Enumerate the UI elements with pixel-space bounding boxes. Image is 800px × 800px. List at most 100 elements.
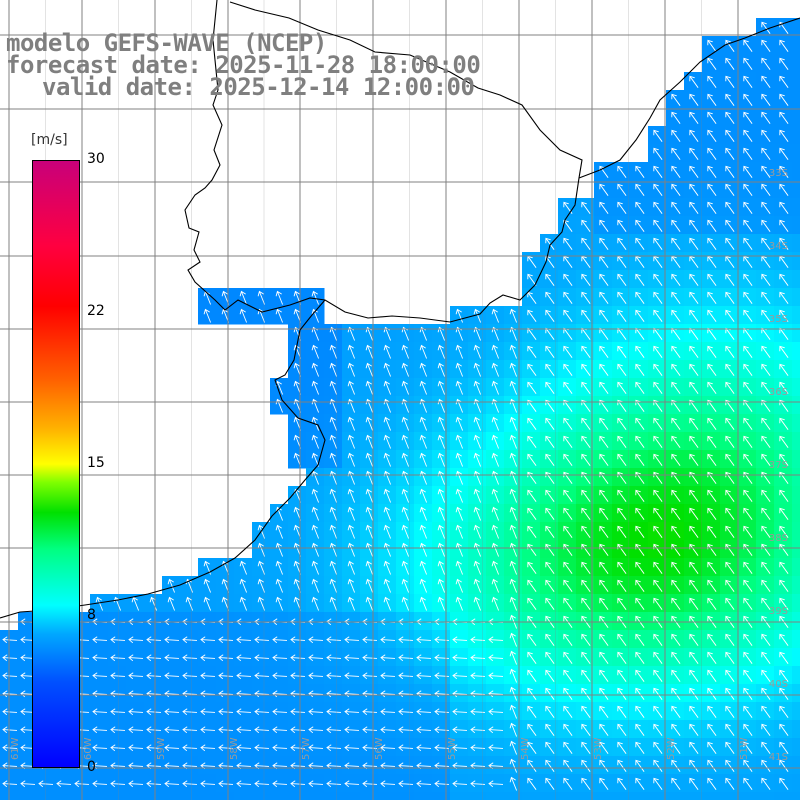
wind-speed-cell xyxy=(198,756,217,775)
wind-arrow xyxy=(311,560,320,575)
wind-arrow xyxy=(617,651,627,664)
wind-speed-cell xyxy=(792,216,800,235)
wind-arrow xyxy=(635,147,645,160)
wind-arrow xyxy=(308,636,324,644)
wind-arrow xyxy=(563,363,573,376)
wind-speed-cell xyxy=(324,720,343,739)
wind-speed-cell xyxy=(126,756,145,775)
wind-speed-cell xyxy=(792,720,800,739)
wind-arrow xyxy=(200,672,216,680)
wind-arrow xyxy=(362,654,378,662)
wind-arrow xyxy=(761,705,771,718)
wind-arrow xyxy=(167,578,176,593)
wind-arrow xyxy=(326,726,342,734)
wind-speed-cell xyxy=(486,756,505,775)
wind-arrow xyxy=(383,560,392,575)
latitude-labels: 33S 34S 35S 36S 37S 38S 39S 40S 41S xyxy=(769,168,788,763)
wind-arrow xyxy=(509,632,518,647)
wind-arrow xyxy=(473,542,482,557)
wind-arrow xyxy=(725,219,735,232)
wind-speed-cell xyxy=(234,738,253,757)
wind-arrow xyxy=(635,345,645,358)
wind-arrow xyxy=(707,309,717,322)
wind-arrow xyxy=(401,434,410,449)
wind-speed-cell xyxy=(792,432,800,451)
wind-arrow xyxy=(470,744,486,752)
wind-arrow xyxy=(380,726,396,734)
wind-arrow xyxy=(509,668,518,683)
wind-speed-cell xyxy=(108,630,127,649)
wind-speed-cell xyxy=(792,450,800,469)
wind-arrow xyxy=(311,596,320,611)
wind-arrow xyxy=(599,651,609,664)
wind-arrow xyxy=(761,237,771,250)
wind-arrow xyxy=(617,525,627,538)
wind-arrow xyxy=(473,524,482,539)
wind-arrow xyxy=(599,597,609,610)
wind-arrow xyxy=(779,309,789,322)
wind-arrow xyxy=(689,669,699,682)
wind-speed-cell xyxy=(162,756,181,775)
wind-speed-cell xyxy=(468,720,487,739)
wind-arrow xyxy=(743,201,753,214)
wind-speed-cell xyxy=(450,684,469,703)
wind-arrow xyxy=(398,672,414,680)
wind-speed-cell xyxy=(162,720,181,739)
wind-speed-cell xyxy=(180,612,199,631)
wind-arrow xyxy=(653,129,663,142)
wind-arrow xyxy=(236,672,252,680)
wind-speed-cell xyxy=(342,702,361,721)
wind-speed-cell xyxy=(162,774,181,793)
wind-arrow xyxy=(383,416,392,431)
wind-arrow xyxy=(470,690,486,698)
wind-speed-cell xyxy=(792,306,800,325)
wind-arrow xyxy=(689,705,699,718)
wind-speed-cell xyxy=(414,612,433,631)
wind-arrow xyxy=(617,507,627,520)
wind-speed-cell xyxy=(342,630,361,649)
wind-arrow xyxy=(725,111,735,124)
wind-arrow xyxy=(401,344,410,359)
wind-speed-cell xyxy=(378,738,397,757)
wind-arrow xyxy=(383,578,392,593)
wind-arrow xyxy=(326,780,342,788)
wind-arrow xyxy=(581,705,591,718)
wind-arrow xyxy=(635,363,645,376)
wind-arrow xyxy=(200,744,216,752)
wind-arrow xyxy=(599,723,609,736)
wind-arrow xyxy=(455,416,464,431)
wind-speed-cell xyxy=(486,648,505,667)
wind-arrow xyxy=(110,636,126,644)
wind-arrow xyxy=(95,596,104,611)
wind-speed-cell xyxy=(540,792,559,800)
wind-speed-cell xyxy=(270,684,289,703)
wind-speed-cell xyxy=(414,720,433,739)
wind-arrow xyxy=(689,507,699,520)
wind-arrow xyxy=(689,417,699,430)
wind-arrow xyxy=(743,687,753,700)
wind-arrow xyxy=(326,672,342,680)
wind-arrow xyxy=(689,633,699,646)
wind-speed-cell xyxy=(198,630,217,649)
wind-arrow xyxy=(581,381,591,394)
wind-arrow xyxy=(218,708,234,716)
wind-speed-cell xyxy=(270,792,289,800)
wind-arrow xyxy=(92,744,108,752)
wind-arrow xyxy=(275,578,284,593)
wind-arrow xyxy=(491,578,500,593)
wind-arrow xyxy=(527,363,537,376)
wind-arrow xyxy=(653,183,663,196)
wind-arrow xyxy=(272,672,288,680)
wind-arrow xyxy=(599,561,609,574)
wind-arrow xyxy=(527,669,537,682)
wind-speed-cell xyxy=(450,720,469,739)
wind-speed-cell xyxy=(252,648,271,667)
longitude-label: 57W xyxy=(301,737,312,760)
wind-arrow xyxy=(329,416,338,431)
wind-arrow xyxy=(635,741,645,754)
wind-speed-cell xyxy=(792,414,800,433)
wind-arrow xyxy=(671,147,681,160)
wind-speed-cell xyxy=(450,702,469,721)
wind-speed-cell xyxy=(306,684,325,703)
wind-arrow xyxy=(416,672,432,680)
